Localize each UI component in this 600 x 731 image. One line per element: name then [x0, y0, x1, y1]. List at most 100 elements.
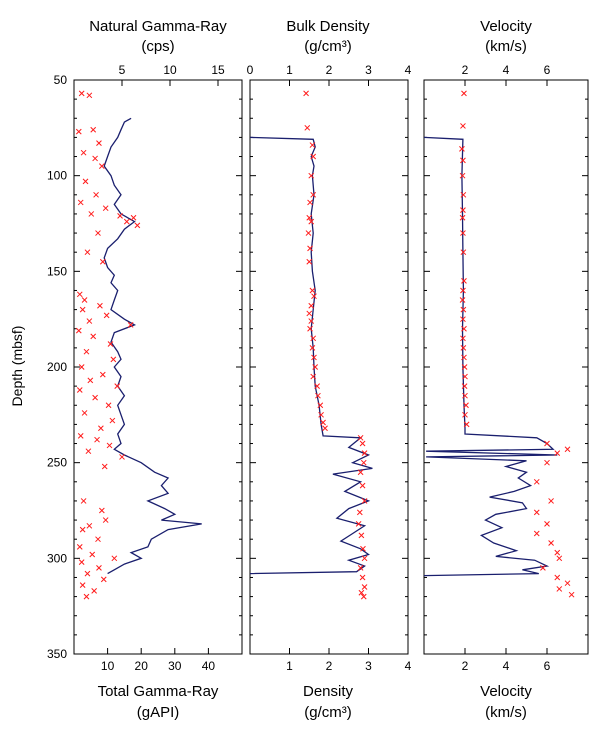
panel-1-core-point — [311, 293, 317, 300]
panel-0-core-point — [83, 348, 90, 355]
panel-1-core-point — [308, 318, 315, 324]
panel-0-titles: Natural Gamma-Ray (cps) Total Gamma-Ray … — [89, 18, 227, 721]
core-mark-stroke — [461, 90, 467, 97]
core-mark-stroke — [75, 128, 82, 135]
bottom-axis-tick-label: 4 — [503, 659, 510, 673]
bottom-axis-tick-label: 6 — [544, 659, 551, 673]
depth-tick-label: 100 — [47, 169, 67, 183]
panel-1-core-point — [309, 142, 316, 148]
panel-1-core-point — [322, 425, 328, 432]
core-mark-stroke — [460, 345, 467, 351]
panel-0-core-point — [109, 417, 116, 424]
panel-0-core-point — [98, 163, 105, 169]
core-mark-stroke — [318, 411, 324, 418]
panel-0-core-point — [97, 302, 103, 309]
core-mark-stroke — [123, 218, 130, 225]
panel-0-core-point — [88, 211, 95, 217]
core-mark-stroke — [117, 212, 123, 219]
core-mark-stroke — [81, 410, 88, 416]
panel-2-core-point — [554, 450, 561, 456]
panel-0-core-point — [86, 522, 93, 529]
core-mark-stroke — [77, 433, 84, 439]
core-mark-stroke — [130, 214, 137, 221]
panel-2-core-point — [460, 335, 466, 342]
panel-0-core-point — [99, 371, 106, 378]
core-mark-stroke — [310, 153, 317, 160]
panel-2-core-point — [461, 354, 467, 361]
panel-1-core-point — [355, 521, 362, 527]
panel-1-titles: Bulk Density (g/cm³) Density (g/cm³) — [286, 18, 370, 721]
panel-2-core-point — [554, 549, 561, 556]
panel-2-titles: Velocity (km/s) Velocity (km/s) — [480, 18, 532, 721]
core-mark-stroke — [463, 421, 470, 428]
panel-1-core-point — [359, 574, 366, 581]
panel-0-core-point — [79, 306, 86, 313]
panel-2-core-point — [461, 364, 468, 370]
core-mark-stroke — [107, 341, 114, 347]
panel-0-core-point — [103, 312, 110, 319]
panel-1-core-point — [306, 310, 313, 317]
panel-2-title-top-1: Velocity — [480, 18, 532, 35]
core-mark-stroke — [357, 469, 364, 476]
bottom-axis-tick-label: 20 — [135, 659, 149, 673]
core-mark-stroke — [564, 446, 571, 453]
panel-2-core-point — [554, 574, 561, 581]
core-mark-stroke — [76, 543, 83, 550]
panel-1-title-bottom-1: Density — [303, 683, 354, 700]
core-mark-stroke — [114, 383, 121, 389]
core-mark-stroke — [309, 345, 316, 351]
core-mark-stroke — [305, 230, 312, 236]
panel-1-title-top-1: Bulk Density — [286, 18, 370, 35]
panel-1: 0 1 2 3 4 1 2 3 4 — [247, 63, 412, 673]
top-axis-tick-label: 6 — [544, 63, 551, 77]
panel-1-core-point — [361, 450, 368, 456]
core-mark-stroke — [317, 402, 324, 409]
depth-tick-label: 300 — [47, 551, 67, 565]
panel-0-core-point — [76, 543, 83, 550]
panel-1-core-point — [356, 509, 363, 516]
panel-0-core-point — [102, 205, 109, 212]
panel-0-core-point — [90, 333, 97, 340]
panel-0-title-top-1: Natural Gamma-Ray — [89, 18, 227, 35]
core-mark-stroke — [105, 402, 112, 409]
panel-0-core-point — [85, 448, 92, 455]
core-mark-stroke — [459, 297, 466, 303]
core-mark-stroke — [460, 316, 466, 323]
panel-1-core-point — [314, 383, 321, 389]
panel-0-core-point — [106, 442, 113, 449]
core-mark-stroke — [309, 287, 316, 294]
panel-0-core-point — [86, 318, 93, 324]
core-mark-stroke — [109, 417, 116, 424]
core-mark-stroke — [99, 371, 106, 378]
panel-2-core-point — [548, 498, 554, 504]
core-mark-stroke — [461, 325, 467, 332]
core-mark-stroke — [308, 302, 315, 309]
panel-2-log-line — [423, 136, 558, 577]
panel-1-core-point — [308, 218, 315, 225]
panel-0-core-point — [77, 199, 84, 206]
panel-1-log-line — [249, 136, 373, 575]
panel-2-core-point — [461, 278, 467, 284]
panel-0-core-point — [79, 582, 86, 588]
panel-1-core-point — [359, 440, 366, 447]
core-mark-stroke — [92, 394, 98, 401]
panel-0-core-point — [83, 593, 90, 600]
core-mark-stroke — [101, 463, 108, 470]
core-mark-stroke — [358, 532, 365, 539]
panel-2-core-point — [564, 446, 571, 453]
panel-2-core-point — [460, 230, 466, 236]
top-axis-tick-label: 0 — [247, 63, 254, 77]
panel-0-title-bottom-1: Total Gamma-Ray — [98, 683, 219, 700]
panel-0-core-point — [75, 128, 82, 135]
core-mark-stroke — [361, 555, 368, 562]
panel-0-core-point — [84, 249, 91, 256]
panel-0-core-point — [79, 526, 86, 533]
panel-0-core-point — [78, 364, 85, 370]
depth-tick-label: 350 — [47, 647, 67, 661]
core-mark-stroke — [310, 373, 317, 380]
panel-2-core-point — [460, 316, 466, 323]
core-mark-stroke — [83, 593, 90, 600]
top-axis-tick-label: 3 — [365, 63, 372, 77]
panel-1-core-point — [307, 245, 313, 252]
